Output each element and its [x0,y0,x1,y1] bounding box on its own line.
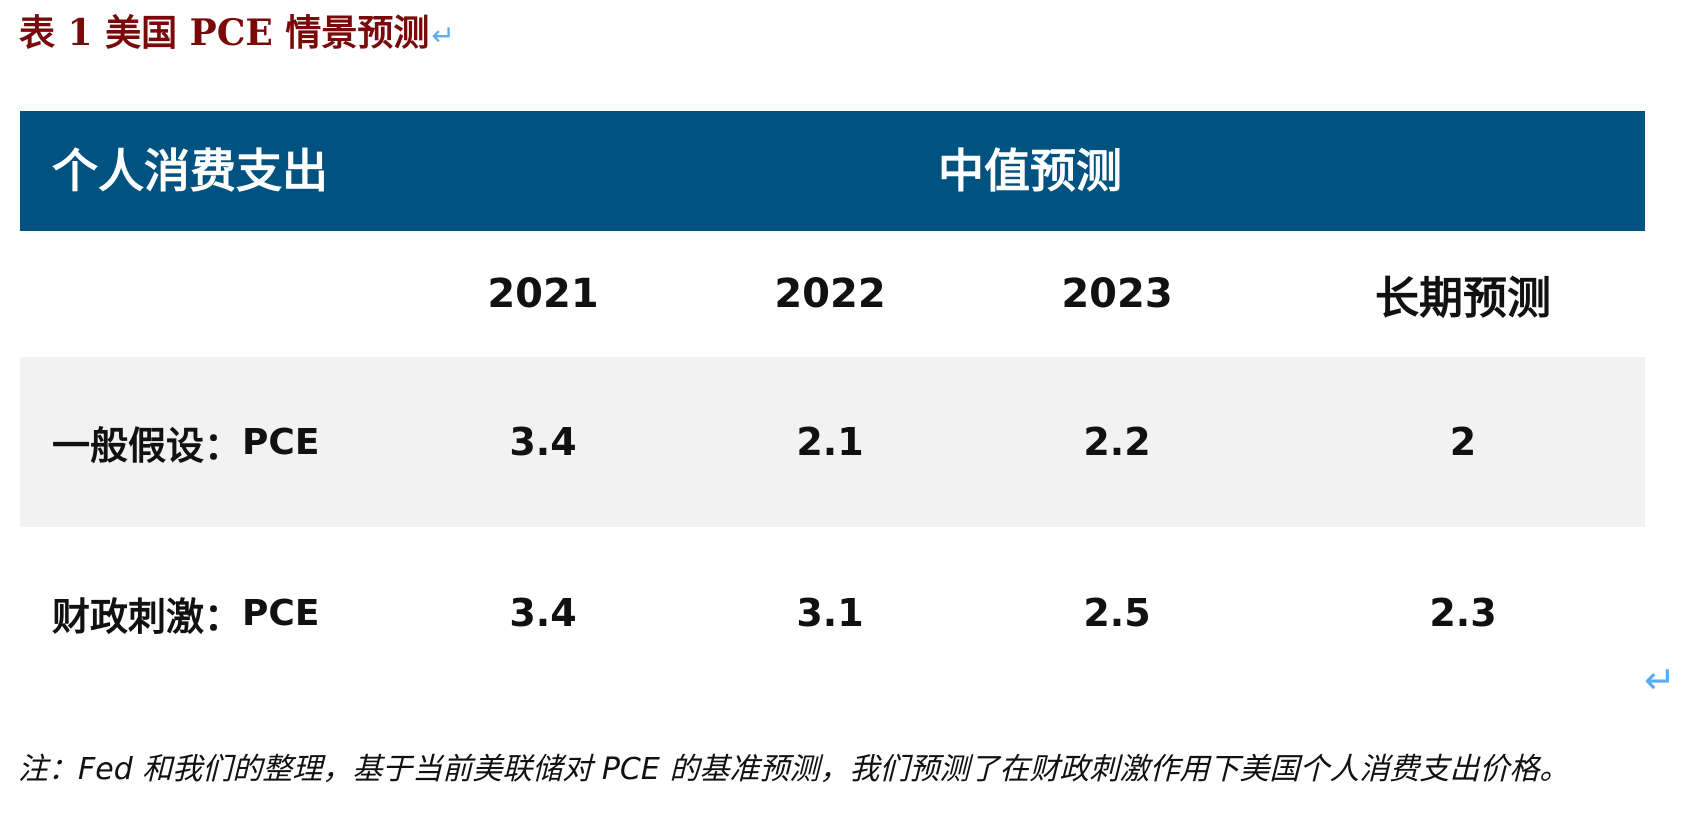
column-header-2023: 2023 [1061,271,1173,317]
header-category-label: 个人消费支出 [52,144,328,198]
row-label-metric: PCE [242,421,320,463]
column-header-2021: 2021 [487,271,599,317]
column-header-long-term: 长期预测 [1375,273,1551,324]
table-cell: 2.1 [796,420,864,464]
table-cell: 3.4 [509,591,577,635]
caption-text: 表 1 美国 PCE 情景预测 [19,12,430,54]
table-cell: 3.4 [509,420,577,464]
table-note: 注：Fed 和我们的整理，基于当前美联储对 PCE 的基准预测，我们预测了在财政… [18,752,1570,787]
table-row: 财政刺激： PCE 3.4 3.1 2.5 2.3 [20,527,1645,699]
table-cell: 2.2 [1083,420,1151,464]
column-header-2022: 2022 [774,271,886,317]
row-label: 财政刺激： PCE [52,527,319,699]
table-cell: 2.3 [1429,591,1497,635]
year-header-row: 2021 2022 2023 长期预测 [20,231,1645,357]
table-cell: 2.5 [1083,591,1151,635]
row-label-text: 财政刺激： [52,594,243,639]
table-row: 一般假设： PCE 3.4 2.1 2.2 2 [20,357,1645,527]
row-label-metric: PCE [242,592,320,634]
header-forecast-label: 中值预测 [938,144,1122,198]
table-cell: 2 [1449,420,1477,464]
paragraph-mark-icon: ↵ [1644,658,1676,702]
table-cell: 3.1 [796,591,864,635]
return-mark-icon: ↵ [431,19,455,52]
row-label: 一般假设： PCE [52,357,319,527]
table-caption: 表 1 美国 PCE 情景预测↵ [19,8,455,58]
row-label-text: 一般假设： [52,423,243,468]
table-header-band: 个人消费支出 中值预测 [20,111,1645,231]
